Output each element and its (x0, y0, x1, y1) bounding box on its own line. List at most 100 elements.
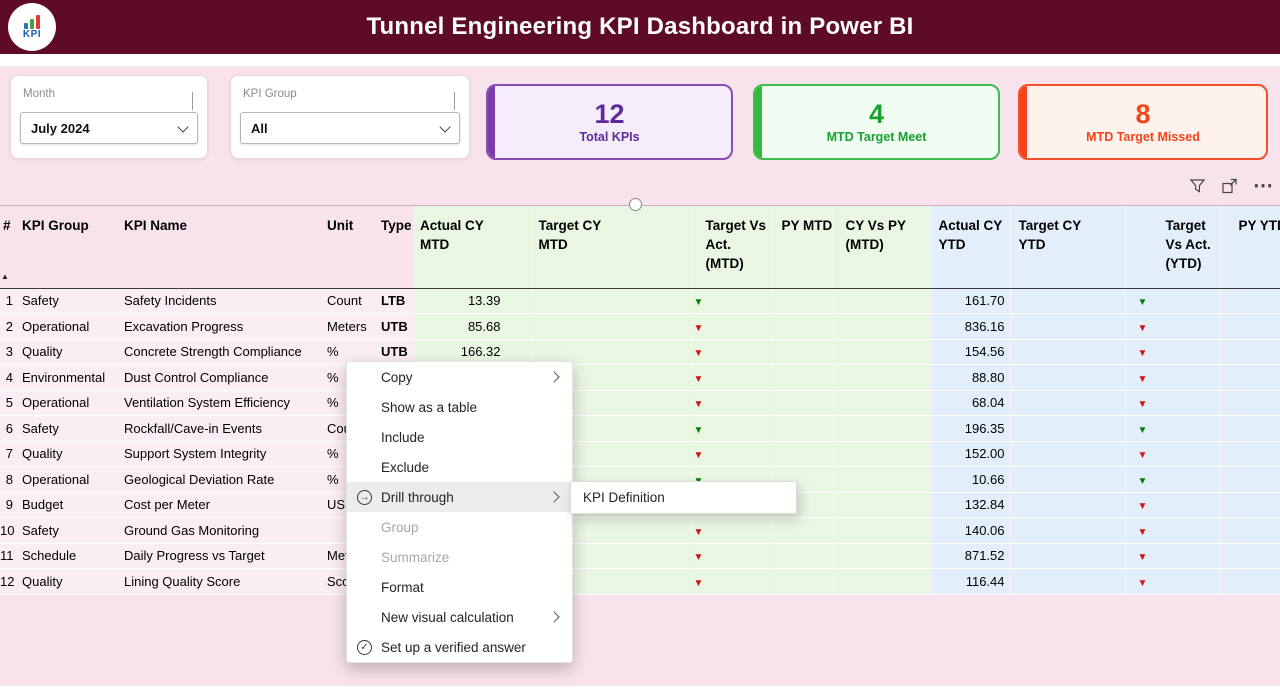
context-menu-item[interactable]: Exclude (347, 452, 572, 482)
column-header-target-cy-mtd[interactable]: Target CY MTD (531, 206, 692, 289)
table-row[interactable]: 11 Schedule Daily Progress vs Target Met… (0, 543, 1280, 569)
cy-vs-py-mtd-cell (833, 288, 931, 314)
row-number: 12 (0, 568, 16, 595)
context-menu-item[interactable]: New visual calculation (347, 602, 572, 632)
table-row[interactable]: 3 Quality Concrete Strength Compliance %… (0, 339, 1280, 365)
context-menu-item[interactable]: Summarize (347, 542, 572, 572)
context-menu-item[interactable]: Format (347, 572, 572, 602)
table-row[interactable]: 1 Safety Safety Incidents Count LTB 13.3… (0, 288, 1280, 314)
table-row[interactable]: 6 Safety Rockfall/Cave-in Events Count ▼… (0, 415, 1280, 442)
cy-vs-py-mtd-cell (833, 568, 931, 595)
py-ytd-cell (1220, 543, 1280, 569)
cy-vs-py-mtd-cell (833, 415, 931, 442)
logo-text: KPI (22, 29, 42, 40)
cy-vs-py-mtd-cell (833, 339, 931, 365)
table-row[interactable]: 7 Quality Support System Integrity % ▼ 1… (0, 441, 1280, 467)
kpi-group-cell: Quality (16, 441, 116, 467)
kpi-name-cell: Ventilation System Efficiency (116, 390, 319, 416)
context-menu-item[interactable]: Copy (347, 362, 572, 392)
actual-cy-ytd-cell: 161.70 (930, 288, 1011, 314)
table-row[interactable]: 5 Operational Ventilation System Efficie… (0, 390, 1280, 416)
row-number: 9 (0, 492, 16, 518)
table-row[interactable]: 10 Safety Ground Gas Monitoring ▼ 140.06… (0, 517, 1280, 544)
column-header-type[interactable]: Type (371, 206, 413, 289)
context-menu-item[interactable]: ✓ Set up a verified answer (347, 632, 572, 662)
chevron-down-icon[interactable] (454, 92, 455, 110)
py-mtd-cell (771, 441, 834, 467)
column-header-py-ytd[interactable]: PY YTD (1220, 206, 1280, 289)
target-vs-act-ytd-cell: ▼ (1125, 492, 1221, 518)
column-header-actual-cy-mtd[interactable]: Actual CY MTD (413, 206, 532, 289)
target-vs-act-mtd-cell: ▼ (691, 390, 772, 416)
py-mtd-cell (771, 339, 834, 365)
context-menu-item[interactable]: Show as a table (347, 392, 572, 422)
more-options-icon[interactable]: ⋯ (1253, 175, 1274, 197)
target-vs-act-mtd-cell: ▼ (691, 415, 772, 442)
context-menu-item[interactable]: Group (347, 512, 572, 542)
kpi-group-cell: Quality (16, 339, 116, 365)
target-vs-act-ytd-cell: ▼ (1125, 415, 1221, 442)
column-header-actual-cy-ytd[interactable]: Actual CY YTD (930, 206, 1011, 289)
py-ytd-cell (1220, 415, 1280, 442)
month-slicer-label: Month (23, 88, 55, 100)
actual-cy-ytd-cell: 88.80 (930, 364, 1011, 391)
kpi-name-cell: Support System Integrity (116, 441, 319, 467)
column-header-py-mtd[interactable]: PY MTD (771, 206, 834, 289)
trend-down-icon: ▼ (1137, 501, 1148, 513)
actual-cy-ytd-cell: 196.35 (930, 415, 1011, 442)
kpi-group-cell: Operational (16, 390, 116, 416)
column-header-index[interactable]: # ▲ (0, 206, 16, 289)
trend-down-icon: ▼ (693, 322, 704, 334)
cy-vs-py-mtd-cell (833, 517, 931, 544)
trend-down-icon: ▼ (1137, 399, 1148, 411)
trend-down-icon: ▼ (1137, 577, 1148, 589)
target-vs-act-mtd-cell: ▼ (691, 543, 772, 569)
context-menu: Copy Show as a table Include Exclude → D… (346, 361, 573, 663)
mtd-target-meet-card: 4 MTD Target Meet (753, 84, 1000, 160)
kpi-name-cell: Concrete Strength Compliance (116, 339, 319, 365)
total-kpis-card: 12 Total KPIs (486, 84, 733, 160)
mtd-target-meet-value: 4 (868, 98, 885, 129)
column-header-unit[interactable]: Unit (319, 206, 371, 289)
trend-down-icon: ▼ (693, 552, 704, 564)
target-cy-ytd-cell (1010, 415, 1126, 442)
column-header-target-vs-act-ytd[interactable]: Target Vs Act. (YTD) (1125, 206, 1221, 289)
py-ytd-cell (1220, 517, 1280, 544)
actual-cy-ytd-cell: 132.84 (930, 492, 1011, 518)
trend-down-icon: ▼ (1137, 322, 1148, 334)
target-vs-act-mtd-cell: ▼ (691, 517, 772, 544)
menu-item-icon (357, 520, 372, 535)
column-header-kpi-name[interactable]: KPI Name (116, 206, 319, 289)
row-number: 5 (0, 390, 16, 416)
context-menu-item[interactable]: Include (347, 422, 572, 452)
py-ytd-cell (1220, 390, 1280, 416)
column-header-cy-vs-py-mtd[interactable]: CY Vs PY (MTD) (833, 206, 931, 289)
table-row[interactable]: 4 Environmental Dust Control Compliance … (0, 364, 1280, 391)
context-menu-item[interactable]: → Drill through (347, 482, 572, 512)
py-mtd-cell (771, 517, 834, 544)
column-header-target-cy-ytd[interactable]: Target CY YTD (1010, 206, 1126, 289)
target-cy-ytd-cell (1010, 517, 1126, 544)
kpi-group-dropdown[interactable]: All (240, 112, 460, 144)
column-header-kpi-group[interactable]: KPI Group (16, 206, 116, 289)
target-vs-act-mtd-cell: ▼ (691, 339, 772, 365)
target-vs-act-ytd-cell: ▼ (1125, 568, 1221, 595)
chevron-down-icon[interactable] (192, 92, 193, 110)
trend-down-icon: ▼ (693, 373, 704, 385)
filter-icon[interactable] (1189, 178, 1206, 194)
table-row[interactable]: 2 Operational Excavation Progress Meters… (0, 313, 1280, 340)
type-cell: LTB (371, 288, 413, 314)
py-mtd-cell (771, 568, 834, 595)
dashboard-title: Tunnel Engineering KPI Dashboard in Powe… (366, 13, 914, 40)
drill-through-submenu-item[interactable]: KPI Definition (570, 481, 797, 514)
visual-drag-handle[interactable] (629, 198, 642, 211)
chevron-down-icon (439, 120, 451, 133)
column-header-target-vs-act-mtd[interactable]: Target Vs Act. (MTD) (691, 206, 772, 289)
focus-mode-icon[interactable] (1221, 178, 1238, 194)
month-dropdown[interactable]: July 2024 (20, 112, 198, 144)
table-row[interactable]: 12 Quality Lining Quality Score Score ▼ … (0, 568, 1280, 595)
menu-item-icon (357, 430, 372, 445)
actual-cy-ytd-cell: 116.44 (930, 568, 1011, 595)
target-vs-act-ytd-cell: ▼ (1125, 390, 1221, 416)
actual-cy-ytd-cell: 154.56 (930, 339, 1011, 365)
